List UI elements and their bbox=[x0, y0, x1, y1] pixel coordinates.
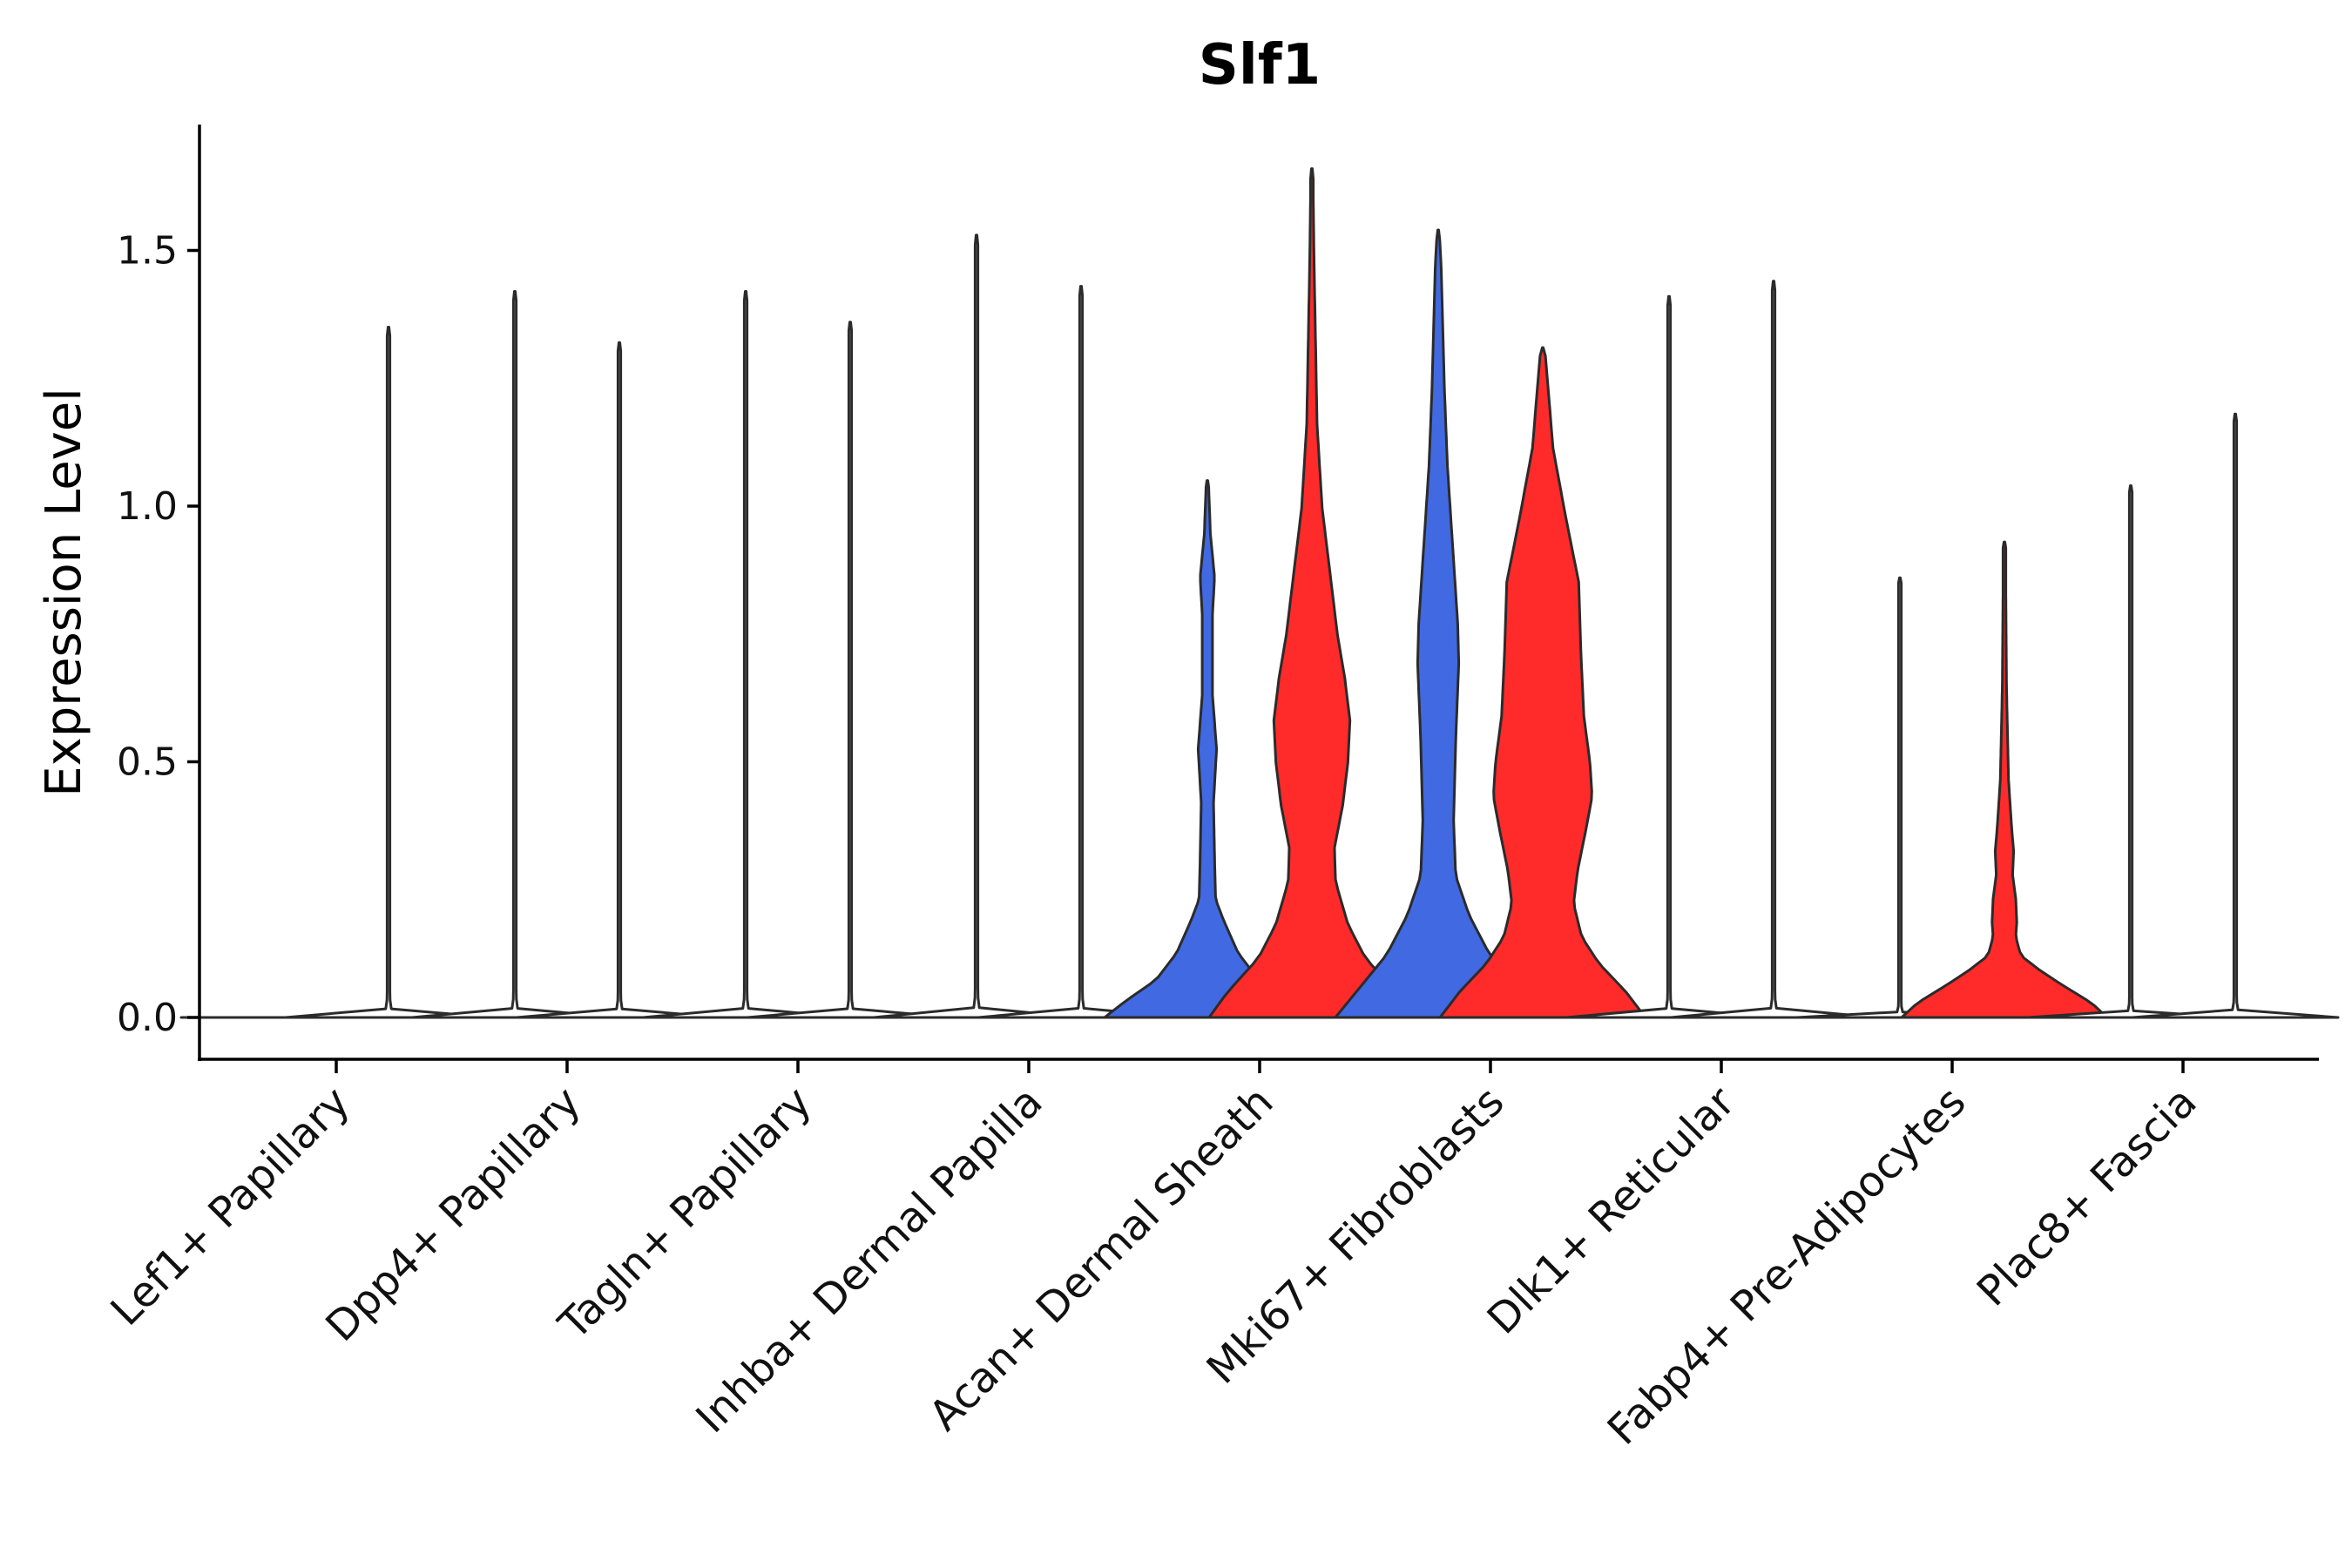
violin-group_2-9 bbox=[2131, 412, 2340, 1019]
violin-group_2-7 bbox=[1669, 280, 1878, 1019]
y-tick-label: 1.5 bbox=[117, 229, 178, 274]
x-category-label: Tagln+ Papillary bbox=[549, 1078, 821, 1349]
violin-group_2-5 bbox=[1207, 167, 1416, 1019]
violin-group_1-5 bbox=[1103, 479, 1312, 1019]
chart-title: Slf1 bbox=[1199, 33, 1321, 98]
violin-group_2-2 bbox=[515, 341, 724, 1019]
violin-group bbox=[179, 167, 2340, 1019]
violin-group_2-6 bbox=[1438, 346, 1647, 1019]
y-tick-label: 0.0 bbox=[117, 996, 178, 1040]
violin-group_1-7 bbox=[1565, 294, 1774, 1019]
y-axis-ticks: 0.0 0.5 1.0 1.5 bbox=[117, 229, 199, 1040]
violin-group_2-8 bbox=[1900, 540, 2109, 1019]
violin-group_2-3 bbox=[746, 321, 955, 1019]
violin-group_1-3 bbox=[641, 290, 850, 1019]
violin-group_2-4 bbox=[977, 285, 1186, 1019]
y-tick-label: 0.5 bbox=[117, 740, 178, 785]
y-axis-label: Expression Level bbox=[36, 388, 92, 797]
y-tick-label: 1.0 bbox=[117, 484, 178, 529]
x-category-label: Dpp4+ Papillary bbox=[316, 1078, 590, 1351]
x-category-label: Lef1+ Papillary bbox=[102, 1078, 360, 1335]
x-category-label: Plac8+ Fascia bbox=[1968, 1078, 2207, 1316]
violin-group_1-9 bbox=[2026, 484, 2235, 1019]
x-category-label: Dlk1+ Reticular bbox=[1478, 1078, 1745, 1344]
violin-group_1-6 bbox=[1334, 228, 1543, 1019]
violin-group_2-1 bbox=[284, 326, 493, 1019]
violin-group_1-4 bbox=[872, 233, 1081, 1019]
violin-group_1-8 bbox=[1795, 576, 2004, 1019]
violin-group_1-2 bbox=[410, 290, 619, 1019]
